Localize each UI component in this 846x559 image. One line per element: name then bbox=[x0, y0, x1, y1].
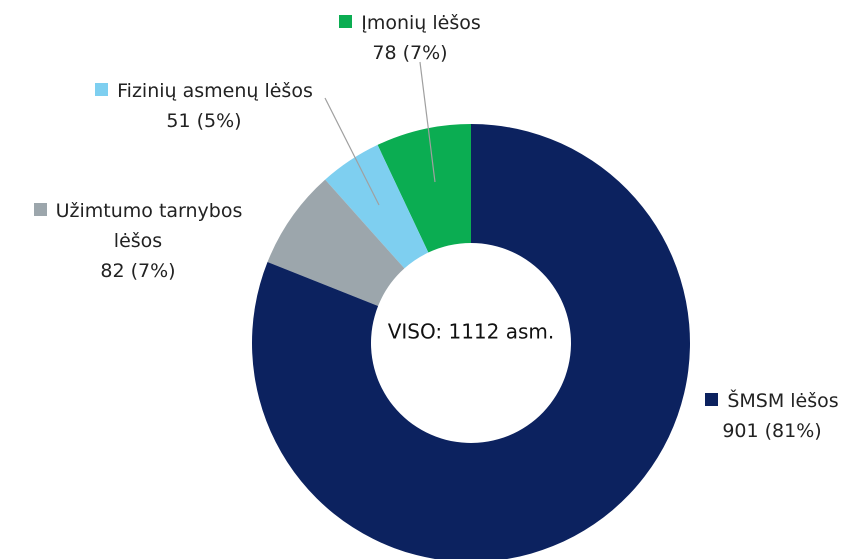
category-label: Užimtumo tarnybos lėšos bbox=[55, 200, 243, 252]
slice-label: Užimtumo tarnybos lėšos 82 (7%) bbox=[18, 196, 258, 286]
donut-slice bbox=[325, 144, 429, 269]
center-label: VISO: 1112 asm. bbox=[388, 320, 555, 344]
value-label: 901 (81%) bbox=[722, 420, 822, 442]
value-label: 82 (7%) bbox=[100, 260, 176, 282]
category-label: Fizinių asmenų lėšos bbox=[117, 80, 313, 102]
legend-swatch bbox=[705, 393, 719, 406]
legend-swatch bbox=[33, 203, 47, 216]
legend-swatch bbox=[339, 15, 353, 28]
slice-label: Įmonių lėšos 78 (7%) bbox=[330, 8, 490, 68]
donut-slice bbox=[252, 124, 690, 559]
legend-swatch bbox=[95, 83, 109, 96]
leader-line bbox=[324, 97, 380, 206]
value-label: 78 (7%) bbox=[372, 42, 448, 64]
slice-label: ŠMSM lėšos 901 (81%) bbox=[697, 386, 846, 446]
leader-line bbox=[419, 61, 436, 183]
category-label: Įmonių lėšos bbox=[361, 12, 481, 34]
donut-slice bbox=[377, 124, 471, 253]
slice-label: Fizinių asmenų lėšos 51 (5%) bbox=[74, 76, 334, 136]
category-label: ŠMSM lėšos bbox=[727, 390, 839, 412]
value-label: 51 (5%) bbox=[166, 110, 242, 132]
donut-slice bbox=[267, 179, 405, 307]
